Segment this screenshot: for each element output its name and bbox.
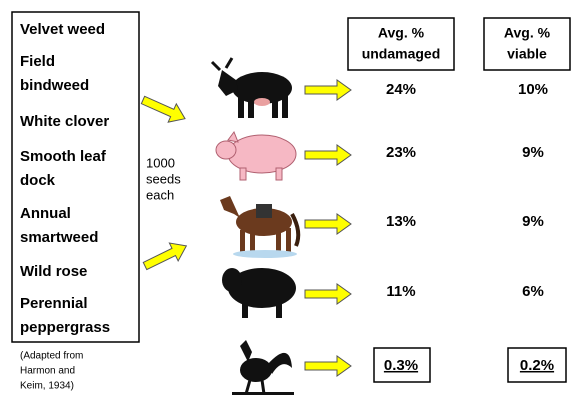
weed-name: dock — [20, 172, 56, 189]
column-header: Avg. % — [378, 25, 425, 41]
seeds-note: 1000 — [146, 155, 175, 170]
citation: (Adapted from — [20, 351, 83, 362]
seeds-note: each — [146, 187, 174, 202]
slide: Velvet weed Field bindweed White clover Smoo… — [0, 0, 580, 406]
citation: Harmon and — [20, 366, 75, 377]
undamaged-value: 24% — [386, 81, 416, 98]
viable-value: 9% — [522, 213, 544, 230]
weed-name: White clover — [20, 113, 109, 130]
column-header: viable — [507, 46, 547, 62]
weed-name: Wild rose — [20, 263, 87, 280]
weed-name: Velvet weed — [20, 21, 105, 38]
undamaged-value: 13% — [386, 213, 416, 230]
weed-name: bindweed — [20, 77, 89, 94]
weed-name: Field — [20, 53, 55, 70]
column-header: undamaged — [362, 46, 441, 62]
undamaged-value: 23% — [386, 144, 416, 161]
viable-value: 0.2% — [520, 357, 554, 374]
citation: Keim, 1934) — [20, 381, 74, 392]
weed-name: peppergrass — [20, 319, 110, 336]
background — [0, 0, 580, 406]
weed-name: smartweed — [20, 229, 98, 246]
viable-value: 6% — [522, 283, 544, 300]
undamaged-value: 0.3% — [384, 357, 418, 374]
weed-name: Smooth leaf — [20, 148, 107, 165]
viable-value: 9% — [522, 144, 544, 161]
undamaged-value: 11% — [386, 283, 415, 300]
viable-value: 10% — [518, 81, 548, 98]
weed-name: Annual — [20, 205, 71, 222]
weed-name: Perennial — [20, 295, 88, 312]
seeds-note: seeds — [146, 171, 181, 186]
column-header: Avg. % — [504, 25, 551, 41]
